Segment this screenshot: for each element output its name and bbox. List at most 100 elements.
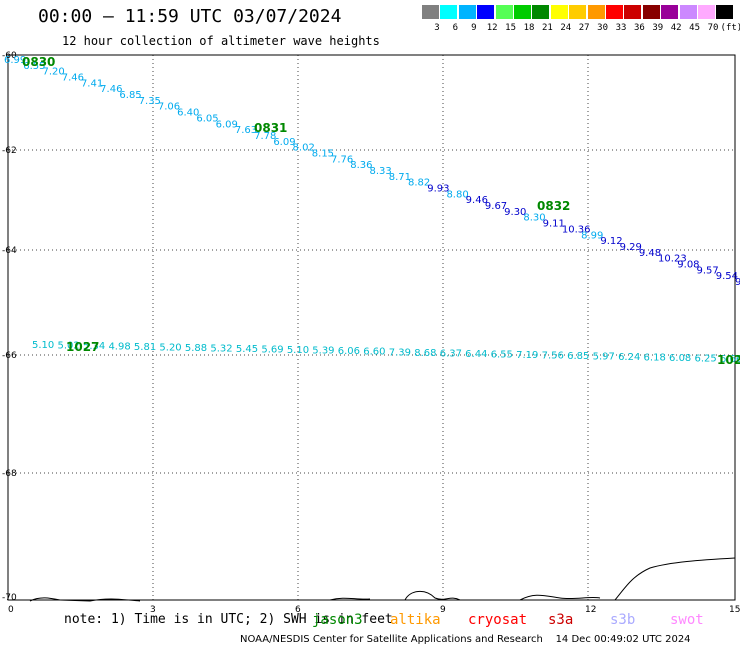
wave-height-value: 9.08 [677,259,699,270]
color-swatch [606,5,623,19]
wave-height-value: 6.08 [669,353,691,364]
x-tick-label: 15 [729,605,740,615]
coastline-path [329,597,371,601]
wave-height-value: 7.06 [158,102,180,113]
wave-height-value: 7.63 [235,125,257,136]
color-scale-label: 24 [560,23,572,33]
wave-height-value: 8.30 [523,213,545,224]
wave-height-value: 9.55 [735,277,740,288]
wave-height-value: 5.97 [593,351,615,362]
wave-height-value: 5.81 [134,342,156,353]
wave-height-value: 5.34 [83,341,105,352]
pass-time-label: 1027 [717,353,740,367]
wave-height-value: 6.66 [720,354,740,365]
wave-height-value: 5.02 [57,341,79,352]
color-swatch [514,5,531,19]
wave-height-value: 7.41 [81,78,103,89]
pass-time-label: 0831 [254,121,287,135]
y-tick-label: -68 [2,469,17,479]
wave-height-value: 5.10 [287,345,309,356]
wave-height-value: 8.02 [293,143,315,154]
satellite-label: swot [670,612,704,628]
wave-height-value: 5.20 [159,343,181,354]
wave-height-value: 6.05 [196,113,218,124]
coastline-path [29,597,141,602]
wave-height-value: 5.45 [236,344,258,355]
page-subtitle: 12 hour collection of altimeter wave hei… [62,34,380,48]
x-tick-label: 6 [295,605,301,615]
wave-height-value: 6.37 [440,348,462,359]
wave-height-value: 8.33 [370,166,392,177]
wave-height-value: 7.56 [542,350,564,361]
wave-height-value: 7.35 [139,96,161,107]
satellite-label: s3b [610,612,636,628]
wave-height-value: 9.93 [427,184,449,195]
color-swatch [495,5,513,19]
wave-height-value: 8.15 [312,148,334,159]
note-text: note: 1) Time is in UTC; 2) SWH is in fe… [64,612,393,627]
wave-height-value: 5.88 [185,343,207,354]
wave-height-value: 7.19 [516,350,538,361]
wave-height-value: 7.46 [100,84,122,95]
pass-time-label: 0832 [537,199,570,213]
color-scale-label: 30 [597,23,609,33]
wave-height-value: 8.36 [350,160,372,171]
wave-height-value: 8.82 [408,178,430,189]
map-axes: 0 3 6 9 12 15 -60 -62 -64 -66 -68 -70 [2,51,740,615]
pass-time-label: 0830 [22,55,55,69]
wave-height-value: 8.99 [581,230,603,241]
wave-height-value: 10.36 [562,224,591,235]
color-scale-label: 6 [452,23,459,33]
wave-height-value: 7.46 [62,73,84,84]
wave-height-value: 9.12 [600,236,622,247]
map-frame [7,54,736,601]
wave-height-value: 9.67 [485,201,507,212]
color-swatch [698,5,715,19]
wave-height-value: 4.98 [108,342,130,353]
satellite-label: altika [390,612,441,628]
wave-height-value: 6.55 [491,349,513,360]
wave-height-value: 6.85 [119,90,141,101]
wave-height-value: 6.18 [644,352,666,363]
wave-height-value: 5.39 [312,346,334,357]
color-swatch [550,5,568,19]
x-tick-label: 0 [8,605,14,615]
wave-height-value: 9.30 [504,207,526,218]
color-swatch [716,5,734,19]
wave-height-value: 9.54 [716,271,738,282]
wave-height-value: 6.09 [216,119,238,130]
wave-height-value: 10.23 [658,254,687,265]
color-scale-label: 9 [471,23,477,33]
color-scale-label: 27 [578,23,590,33]
color-scale-label: 70 [707,23,719,33]
coastline-path [404,591,461,601]
satellite-label: cryosat [468,612,528,628]
color-swatch [569,5,587,19]
map-grid [8,55,735,600]
wave-height-value: 9.48 [639,248,661,259]
color-scale-label: 15 [505,23,517,33]
color-swatch [661,5,679,19]
color-scale-label: 45 [689,23,701,33]
satellite-label: jason3 [312,612,363,628]
wave-height-value: 7.20 [42,67,64,78]
wave-height-value: 6.09 [273,137,295,148]
wave-height-value: 9.11 [543,219,565,230]
x-tick-label: 12 [585,605,596,615]
x-tick-label: 3 [150,605,156,615]
color-scale-label: 21 [541,23,553,33]
wave-height-value: 6.24 [618,352,640,363]
wave-height-value: 7.39 [389,347,411,358]
wave-height-value: 8.68 [414,348,436,359]
wave-height-value: 6.40 [177,108,199,119]
color-scale-label: (ft) [720,23,740,33]
coastline [29,557,736,602]
wave-height-value: 7.76 [331,154,353,165]
wave-height-value: 5.69 [261,345,283,356]
wave-height-value: 9.29 [620,242,642,253]
wave-height-value: 5.10 [32,340,54,351]
page-title: 00:00 – 11:59 UTC 03/07/2024 [38,6,342,27]
color-swatch [624,5,642,19]
color-swatch [422,5,439,19]
